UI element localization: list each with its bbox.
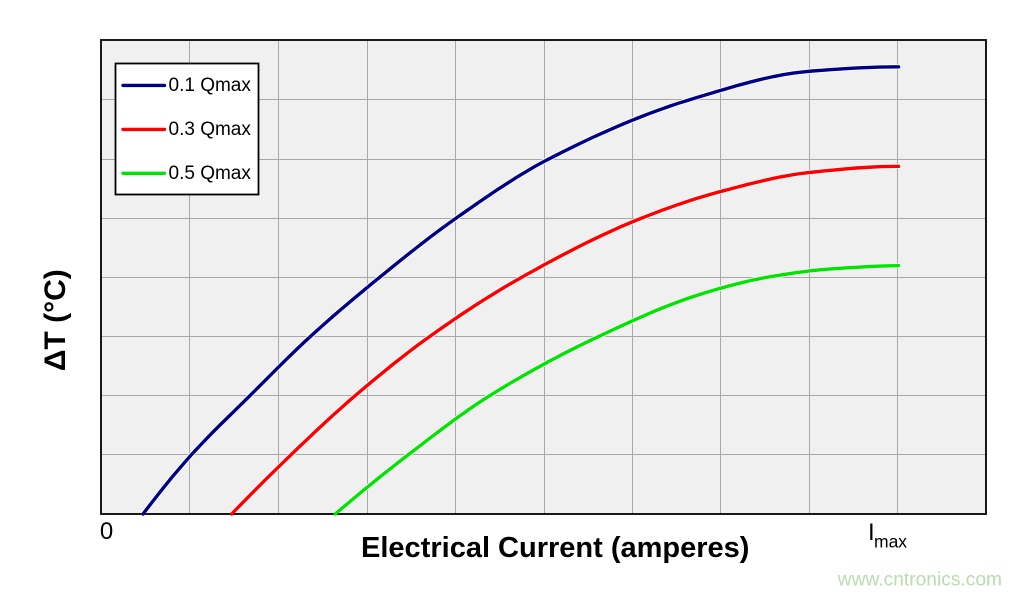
svg-text:0.3 Qmax: 0.3 Qmax xyxy=(169,119,252,140)
svg-text:Electrical Current (amperes): Electrical Current (amperes) xyxy=(361,532,749,564)
svg-text:0.5 Qmax: 0.5 Qmax xyxy=(169,163,252,184)
svg-text:I: I xyxy=(868,519,875,546)
svg-text:ΔT (°C): ΔT (°C) xyxy=(39,269,72,371)
svg-text:0.1 Qmax: 0.1 Qmax xyxy=(169,75,252,96)
svg-text:www.cntronics.com: www.cntronics.com xyxy=(837,569,1002,590)
svg-text:0: 0 xyxy=(100,518,113,545)
svg-text:max: max xyxy=(874,531,907,551)
